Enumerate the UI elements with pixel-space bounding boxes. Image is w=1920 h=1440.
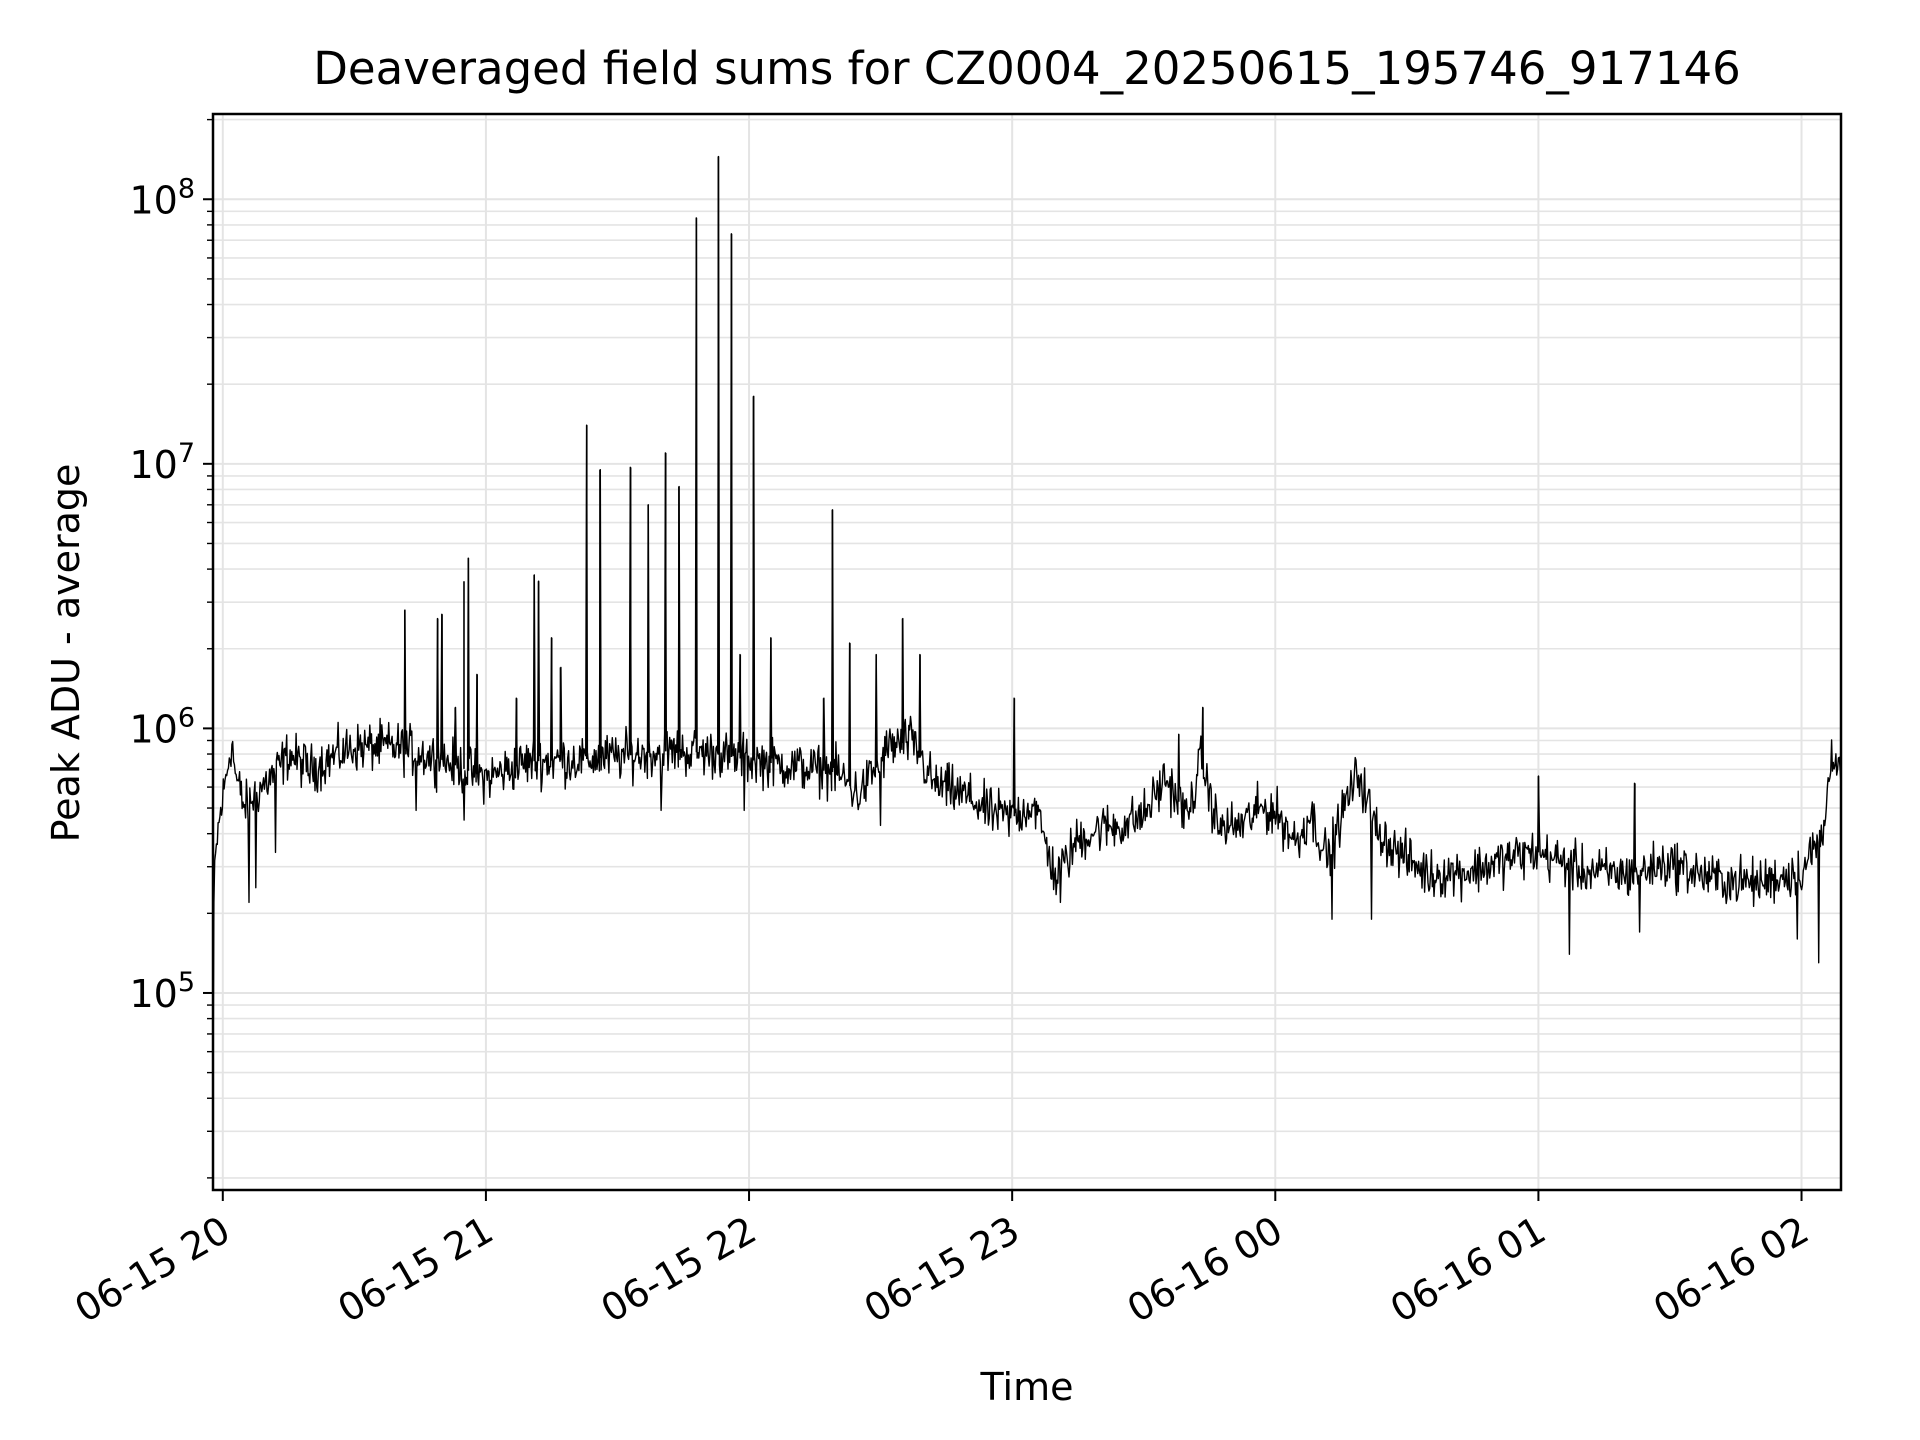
plot-area-frame xyxy=(211,112,1843,1192)
y-tick-label: 105 xyxy=(129,967,195,1016)
series-line xyxy=(212,155,1842,1085)
chart-title: Deaveraged field sums for CZ0004_2025061… xyxy=(313,42,1740,95)
y-tick-label: 106 xyxy=(129,702,195,751)
x-axis-label: Time xyxy=(980,1365,1074,1409)
y-tick-label: 108 xyxy=(129,173,195,222)
y-tick-label: 107 xyxy=(129,438,195,487)
y-axis: 105 106 107 108 xyxy=(129,118,213,1179)
data-series xyxy=(212,155,1842,1085)
y-axis-label: Peak ADU - average xyxy=(44,464,88,843)
